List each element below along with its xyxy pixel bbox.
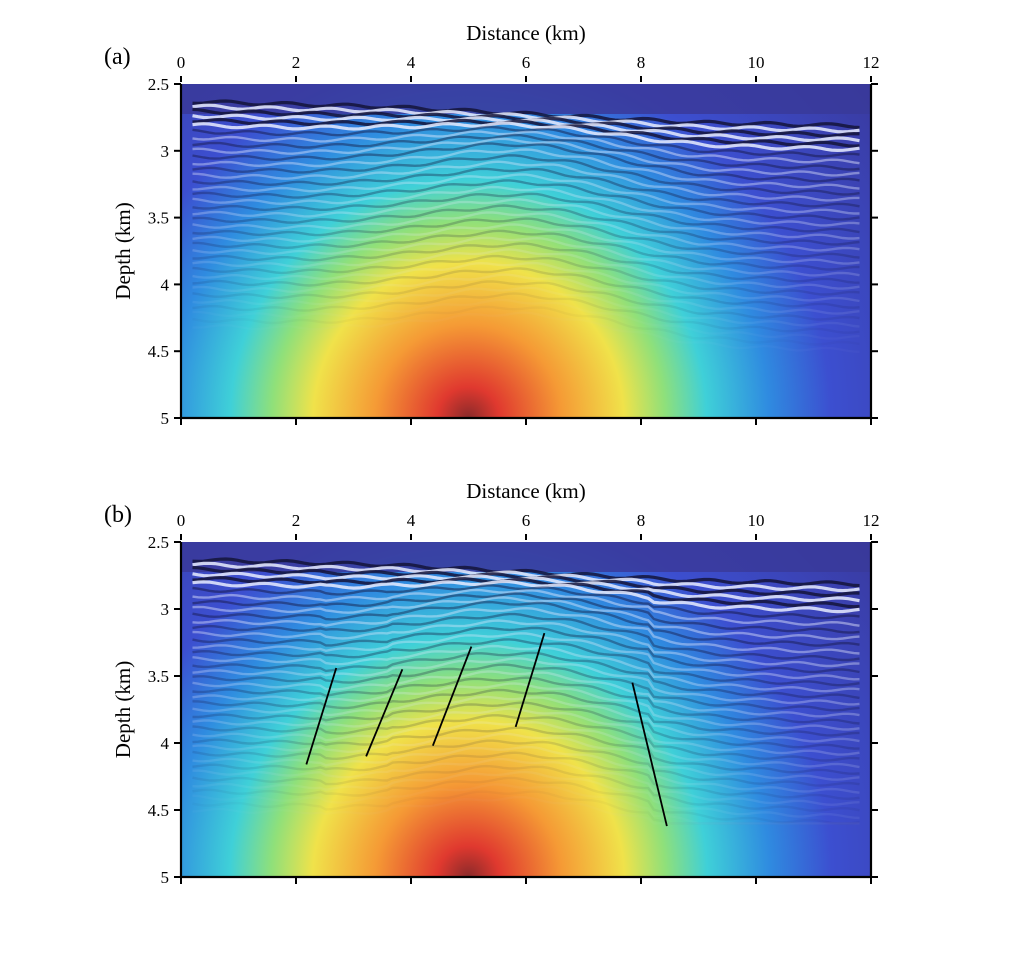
panel-label: (b) xyxy=(104,502,132,528)
y-tick-label: 3.5 xyxy=(148,209,169,228)
y-axis-label: Depth (km) xyxy=(111,661,135,758)
fault-line xyxy=(305,667,338,765)
panel-a: 0 2 4 6 8 10 12 2.5 3 3.5 4 4.5 5 Distance (km) Depth … xyxy=(104,21,880,428)
y-tick-label: 3 xyxy=(161,142,170,161)
x-tick-label: 12 xyxy=(863,511,880,530)
fault-line xyxy=(432,646,473,747)
x-tick-label: 8 xyxy=(637,511,646,530)
x-tick-label: 6 xyxy=(522,53,531,72)
x-tick-label: 10 xyxy=(748,511,765,530)
panel-label: (a) xyxy=(104,44,131,70)
x-tick-label: 8 xyxy=(637,53,646,72)
panel-b: 0 2 4 6 8 10 12 2.5 3 3.5 4 4.5 5 Distance (km) Depth … xyxy=(104,479,880,887)
y-tick-label: 2.5 xyxy=(148,533,169,552)
y-tick-label: 3.5 xyxy=(148,667,169,686)
x-tick-label: 0 xyxy=(177,511,186,530)
x-tick-label: 4 xyxy=(407,53,416,72)
x-axis-label: Distance (km) xyxy=(466,479,586,503)
x-axis-label: Distance (km) xyxy=(466,21,586,45)
seismic-image xyxy=(181,84,871,340)
x-tick-label: 10 xyxy=(748,53,765,72)
fault-line xyxy=(631,682,668,827)
fault-line xyxy=(514,632,546,728)
fault-line xyxy=(365,668,404,757)
y-tick-label: 5 xyxy=(161,409,170,428)
y-tick-label: 3 xyxy=(161,600,170,619)
y-tick-label: 4.5 xyxy=(148,801,169,820)
y-tick-label: 2.5 xyxy=(148,75,169,94)
y-tick-label: 4.5 xyxy=(148,342,169,361)
x-tick-label: 0 xyxy=(177,53,186,72)
x-tick-label: 6 xyxy=(522,511,531,530)
x-tick-label: 12 xyxy=(863,53,880,72)
y-tick-label: 4 xyxy=(161,734,170,753)
seismic-image xyxy=(181,542,871,825)
y-tick-label: 4 xyxy=(161,275,170,294)
x-tick-label: 4 xyxy=(407,511,416,530)
x-tick-label: 2 xyxy=(292,511,301,530)
y-tick-label: 5 xyxy=(161,868,170,887)
x-tick-label: 2 xyxy=(292,53,301,72)
y-axis-label: Depth (km) xyxy=(111,202,135,299)
